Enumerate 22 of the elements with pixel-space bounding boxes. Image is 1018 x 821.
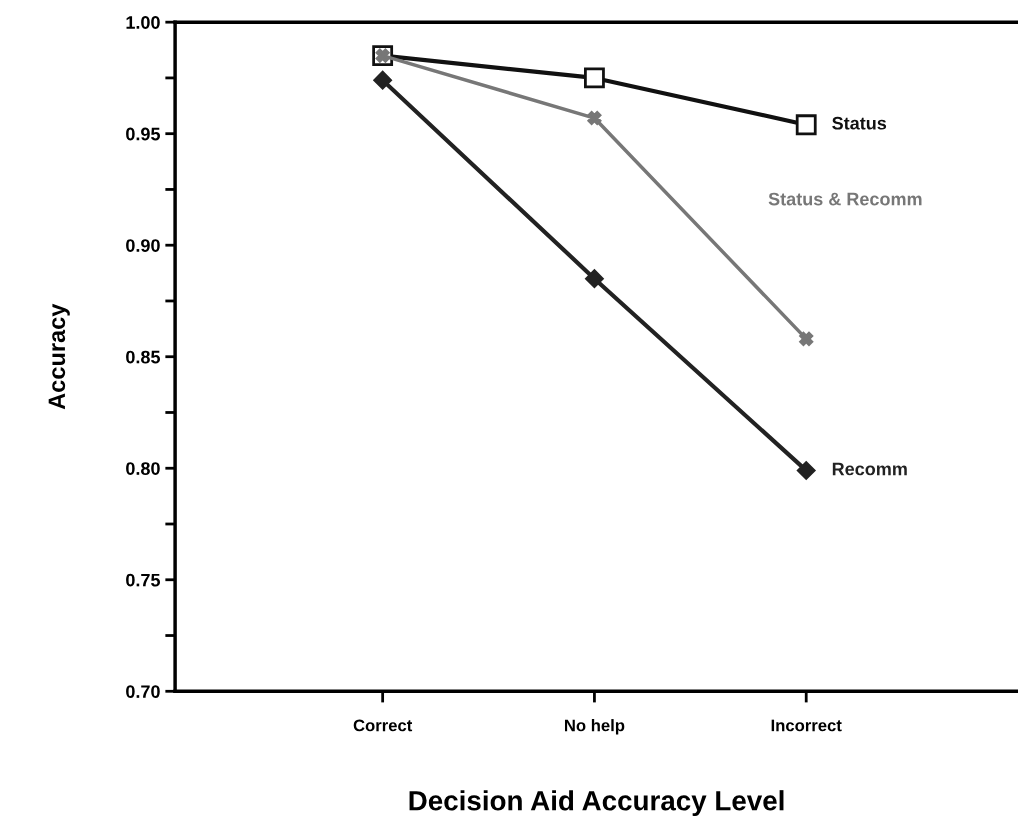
point bbox=[796, 461, 816, 480]
point bbox=[795, 114, 817, 136]
y-tick-label: 0.90 bbox=[126, 239, 160, 252]
x-tick-label: Correct bbox=[353, 719, 413, 732]
y-tick-label: 1.00 bbox=[126, 16, 160, 29]
y-tick-label: 0.85 bbox=[126, 350, 161, 364]
point bbox=[584, 67, 605, 89]
y-tick-label: 0.75 bbox=[126, 573, 161, 587]
x-tick-label: No help bbox=[564, 719, 625, 735]
point bbox=[587, 111, 602, 126]
point bbox=[799, 331, 814, 346]
x-tick-label: Incorrect bbox=[771, 719, 842, 732]
series-label: Recomm bbox=[832, 462, 907, 476]
series-label: Status bbox=[832, 116, 887, 130]
point bbox=[585, 269, 604, 288]
y-tick-label: 0.70 bbox=[126, 685, 160, 698]
y-tick-label: 0.80 bbox=[126, 462, 160, 475]
text: Status & Recomm bbox=[768, 192, 922, 206]
y-axis-title: Accuracy bbox=[48, 303, 70, 410]
point bbox=[373, 70, 392, 90]
y-tick-label: 0.95 bbox=[126, 127, 161, 141]
x-axis-title: Decision Aid Accuracy Level bbox=[409, 790, 784, 817]
